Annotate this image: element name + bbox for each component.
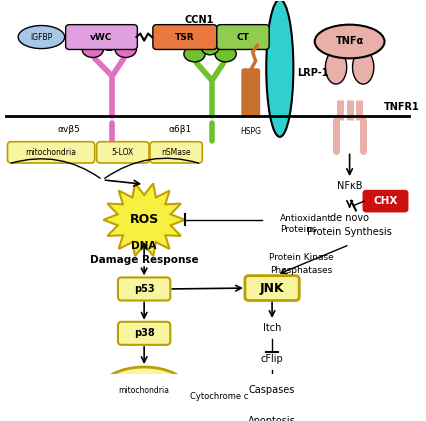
Ellipse shape xyxy=(115,42,136,57)
FancyBboxPatch shape xyxy=(66,25,137,50)
Ellipse shape xyxy=(101,367,188,413)
Text: Protein Synthesis: Protein Synthesis xyxy=(307,227,392,237)
Text: Phosphatases: Phosphatases xyxy=(270,266,332,275)
Text: TSR: TSR xyxy=(175,32,195,42)
Text: Protein Kinase: Protein Kinase xyxy=(269,253,334,262)
FancyBboxPatch shape xyxy=(242,69,259,117)
Text: ROS: ROS xyxy=(130,213,159,226)
Text: mitochondria: mitochondria xyxy=(26,148,77,157)
Text: NFκB: NFκB xyxy=(337,181,363,191)
FancyBboxPatch shape xyxy=(217,25,269,50)
Ellipse shape xyxy=(266,0,294,137)
Text: vWC: vWC xyxy=(90,32,113,42)
Text: Caspases: Caspases xyxy=(249,385,295,395)
Text: Damage Response: Damage Response xyxy=(90,255,199,265)
Ellipse shape xyxy=(215,46,236,62)
Text: LRP-1: LRP-1 xyxy=(297,67,329,77)
Ellipse shape xyxy=(201,40,219,55)
FancyBboxPatch shape xyxy=(97,142,149,163)
Text: JNK: JNK xyxy=(260,282,285,295)
Text: HSPG: HSPG xyxy=(240,127,261,136)
FancyBboxPatch shape xyxy=(118,322,170,345)
FancyBboxPatch shape xyxy=(8,142,95,163)
Ellipse shape xyxy=(184,46,205,62)
Text: Proteins: Proteins xyxy=(280,225,317,234)
Text: DNA: DNA xyxy=(132,241,157,251)
Text: Itch: Itch xyxy=(263,322,281,333)
FancyBboxPatch shape xyxy=(363,191,408,212)
FancyBboxPatch shape xyxy=(245,276,299,301)
Text: TNFR1: TNFR1 xyxy=(383,102,419,112)
Ellipse shape xyxy=(82,42,104,57)
Text: CCN1: CCN1 xyxy=(185,15,214,25)
Polygon shape xyxy=(104,184,185,256)
FancyBboxPatch shape xyxy=(150,142,202,163)
Text: CHX: CHX xyxy=(373,196,397,206)
Text: p38: p38 xyxy=(134,328,155,338)
Ellipse shape xyxy=(18,26,65,48)
FancyBboxPatch shape xyxy=(118,277,170,301)
FancyBboxPatch shape xyxy=(153,25,217,50)
Text: cFlip: cFlip xyxy=(261,354,283,364)
Text: mitochondria: mitochondria xyxy=(118,386,170,394)
Text: TNFα: TNFα xyxy=(336,37,364,46)
Ellipse shape xyxy=(101,36,118,51)
Text: nSMase: nSMase xyxy=(161,148,191,157)
Text: 5-LOX: 5-LOX xyxy=(112,148,134,157)
Ellipse shape xyxy=(353,51,374,84)
Text: de novo: de novo xyxy=(330,213,369,223)
Text: Antioxidant: Antioxidant xyxy=(280,214,332,223)
Ellipse shape xyxy=(325,51,347,84)
Ellipse shape xyxy=(315,25,385,59)
Text: p53: p53 xyxy=(134,284,155,294)
Text: IGFBP: IGFBP xyxy=(30,32,52,42)
Text: αvβ5: αvβ5 xyxy=(57,125,80,134)
Text: CT: CT xyxy=(236,32,250,42)
Text: Cytochrome c: Cytochrome c xyxy=(190,392,248,401)
Text: α6β1: α6β1 xyxy=(168,125,192,134)
Text: Apoptosis: Apoptosis xyxy=(248,416,296,421)
